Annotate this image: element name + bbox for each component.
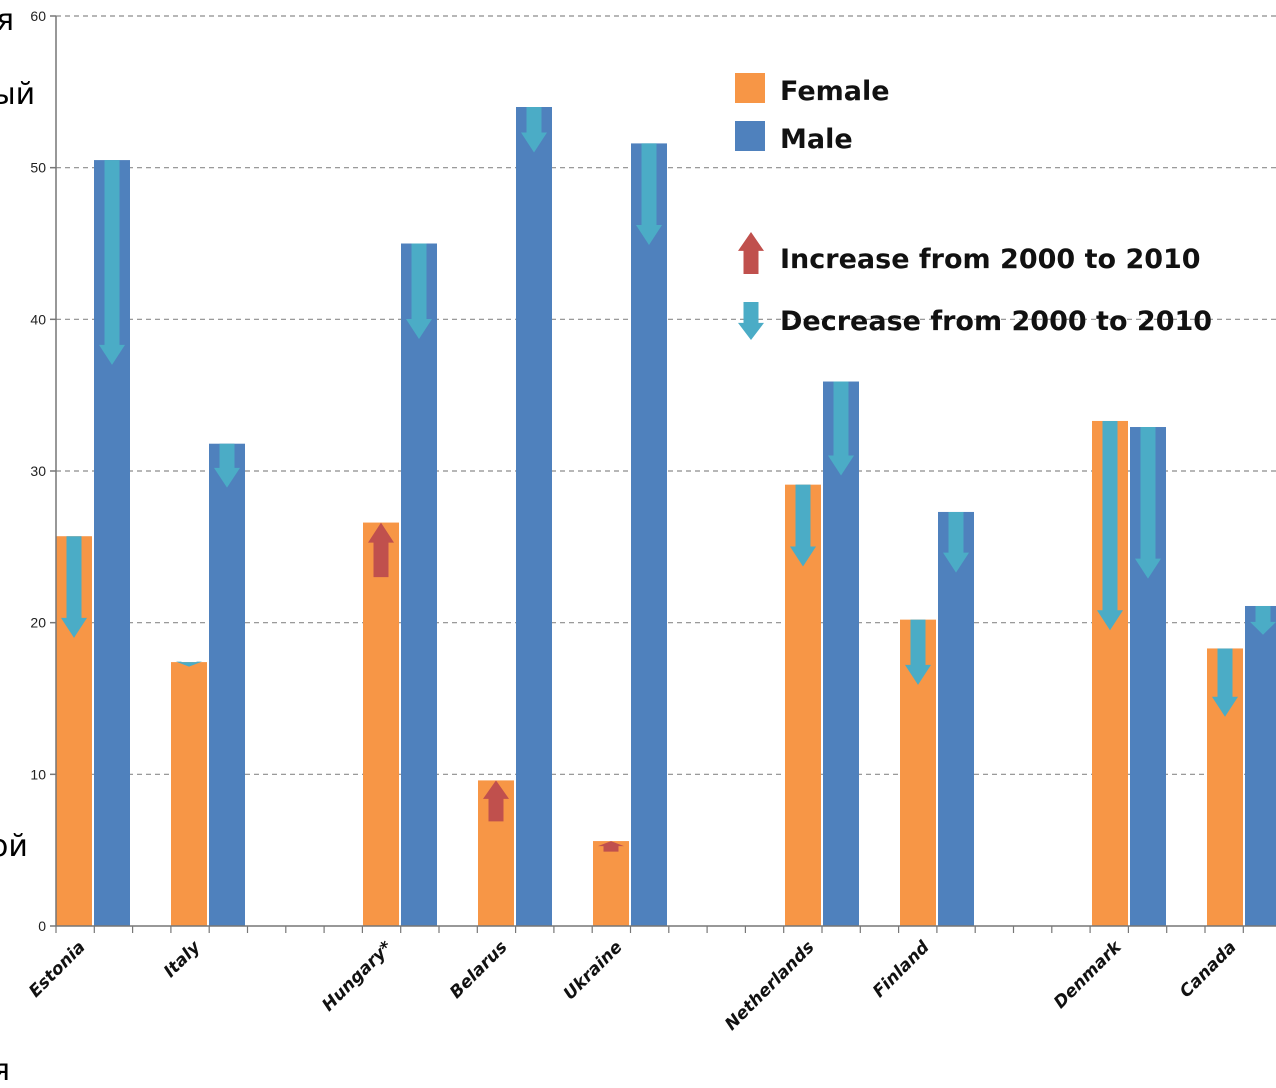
y-tick-label-50: 50 (30, 160, 46, 176)
x-tick-label: Estonia (25, 937, 89, 1001)
y-tick-label-0: 0 (38, 918, 46, 934)
change-arrow-denmark-male (1135, 427, 1161, 579)
y-tick-label-60: 60 (30, 8, 46, 24)
y-tick-label-30: 30 (30, 463, 46, 479)
change-arrow-ukraine-female (598, 841, 624, 852)
x-tick-label: Finland (869, 937, 934, 1002)
background-text-fragment: я (0, 3, 14, 38)
y-tick-label-20: 20 (30, 615, 46, 631)
x-tick-label: Hungary* (318, 937, 396, 1015)
y-axis-ticks: 0 10 20 30 40 50 60 (30, 8, 46, 934)
x-tick-label: Canada (1176, 937, 1240, 1001)
legend-label: Female (780, 76, 890, 107)
legend-label: Male (780, 124, 853, 155)
legend-swatch-female (735, 73, 765, 103)
y-tick-label-10: 10 (30, 766, 46, 782)
change-arrow-estonia-female (61, 536, 87, 638)
change-arrow-belarus-female (483, 780, 509, 822)
legend-label: Increase from 2000 to 2010 (780, 244, 1201, 275)
x-tick-label: Denmark (1050, 936, 1127, 1013)
legend-arrow-down-icon (738, 302, 764, 340)
bar-italy-female (171, 662, 207, 926)
change-arrow-italy-female (176, 661, 202, 667)
legend-swatch-male (735, 121, 765, 151)
change-arrow-netherlands-female (790, 484, 816, 567)
legend: Female Male Increase from 2000 to 2010 Decr… (735, 73, 1212, 340)
change-arrows (61, 107, 1276, 852)
change-arrow-finland-male (943, 511, 969, 573)
change-arrow-italy-male (214, 443, 240, 488)
change-arrow-finland-female (905, 619, 931, 685)
change-arrow-ukraine-male (636, 143, 662, 246)
change-arrow-estonia-male (99, 160, 125, 365)
axes (55, 16, 1276, 933)
bar-ukraine-female (593, 841, 629, 926)
bars (56, 107, 1276, 927)
bar-hungary-female (363, 522, 399, 926)
change-arrow-canada-female (1212, 648, 1238, 717)
background-text-fragment: я (0, 1053, 10, 1088)
background-text-fragment: ой (0, 829, 28, 864)
bar-hungary-male (401, 243, 437, 926)
change-arrow-hungary-female (368, 522, 394, 578)
x-tick-label: Netherlands (721, 937, 818, 1034)
bar-finland-male (938, 511, 974, 926)
change-arrow-hungary-male (406, 243, 432, 340)
legend-arrow-up-icon (738, 232, 764, 274)
background-text-fragments: я ый ой я (0, 3, 35, 1088)
gridlines (50, 15, 1276, 927)
bar-italy-male (209, 443, 245, 926)
y-tick-label-40: 40 (30, 311, 46, 327)
x-tick-label: Ukraine (560, 937, 627, 1004)
x-axis-ticks: Estonia Italy Hungary* Belarus Ukraine Nether… (25, 936, 1240, 1034)
bar-ukraine-male (631, 143, 667, 926)
bar-canada-male (1245, 605, 1276, 926)
change-arrow-belarus-male (521, 107, 547, 153)
legend-label: Decrease from 2000 to 2010 (780, 306, 1212, 337)
bar-belarus-male (516, 107, 552, 926)
background-text-fragment: ый (0, 77, 35, 112)
change-arrow-netherlands-male (828, 381, 854, 476)
x-tick-label: Belarus (446, 937, 511, 1002)
x-tick-label: Italy (160, 937, 205, 982)
change-arrow-denmark-female (1097, 420, 1123, 631)
change-arrow-canada-male (1250, 605, 1276, 635)
